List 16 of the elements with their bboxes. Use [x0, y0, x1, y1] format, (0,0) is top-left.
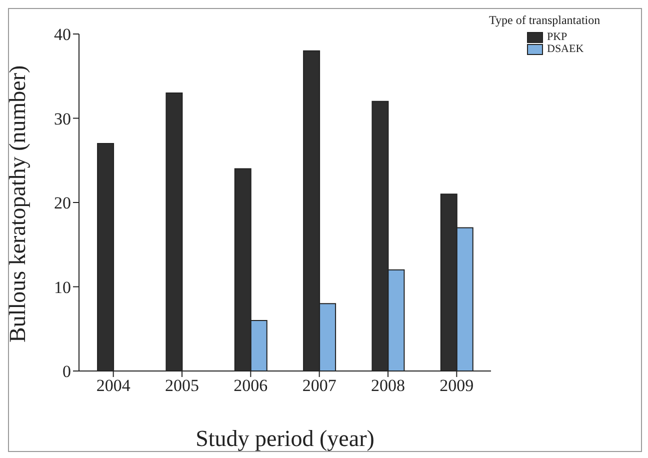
x-axis-title: Study period (year): [196, 426, 374, 451]
legend-title: Type of transplantation: [489, 13, 602, 28]
legend-label: DSAEK: [546, 43, 585, 55]
x-tick-label: 2009: [440, 376, 474, 396]
x-tick-label: 2005: [165, 376, 199, 396]
y-tick-label: 0: [62, 362, 71, 382]
legend-label: PKP: [546, 31, 568, 43]
x-tick-label: 2006: [234, 376, 268, 396]
x-tick-label: 2007: [302, 376, 337, 396]
x-tick-label: 2008: [371, 376, 405, 396]
y-tick-label: 40: [54, 25, 71, 44]
y-tick-label: 30: [54, 109, 71, 128]
y-axis-title: Bullous keratopathy (number): [5, 65, 30, 342]
x-tick-label: 2004: [96, 376, 131, 396]
y-tick-label: 20: [54, 194, 71, 213]
y-tick-label: 10: [54, 278, 71, 297]
